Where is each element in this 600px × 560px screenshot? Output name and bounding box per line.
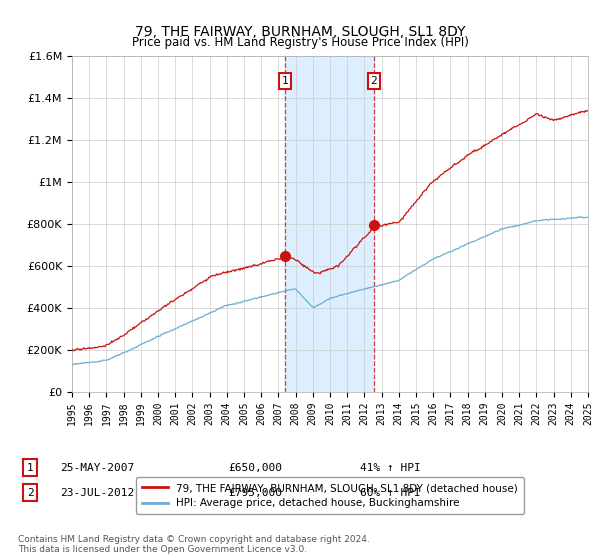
Text: 79, THE FAIRWAY, BURNHAM, SLOUGH, SL1 8DY: 79, THE FAIRWAY, BURNHAM, SLOUGH, SL1 8D… xyxy=(135,25,465,39)
Text: 60% ↑ HPI: 60% ↑ HPI xyxy=(360,488,421,498)
Text: 23-JUL-2012: 23-JUL-2012 xyxy=(60,488,134,498)
Legend: 79, THE FAIRWAY, BURNHAM, SLOUGH, SL1 8DY (detached house), HPI: Average price, : 79, THE FAIRWAY, BURNHAM, SLOUGH, SL1 8D… xyxy=(136,477,524,515)
Text: £650,000: £650,000 xyxy=(228,463,282,473)
Text: 1: 1 xyxy=(282,76,289,86)
Text: 25-MAY-2007: 25-MAY-2007 xyxy=(60,463,134,473)
Text: Contains HM Land Registry data © Crown copyright and database right 2024.
This d: Contains HM Land Registry data © Crown c… xyxy=(18,535,370,554)
Text: 2: 2 xyxy=(26,488,34,498)
Text: 2: 2 xyxy=(370,76,377,86)
Text: £795,000: £795,000 xyxy=(228,488,282,498)
Text: 1: 1 xyxy=(26,463,34,473)
Text: 41% ↑ HPI: 41% ↑ HPI xyxy=(360,463,421,473)
Bar xyxy=(285,56,374,392)
Text: Price paid vs. HM Land Registry's House Price Index (HPI): Price paid vs. HM Land Registry's House … xyxy=(131,36,469,49)
